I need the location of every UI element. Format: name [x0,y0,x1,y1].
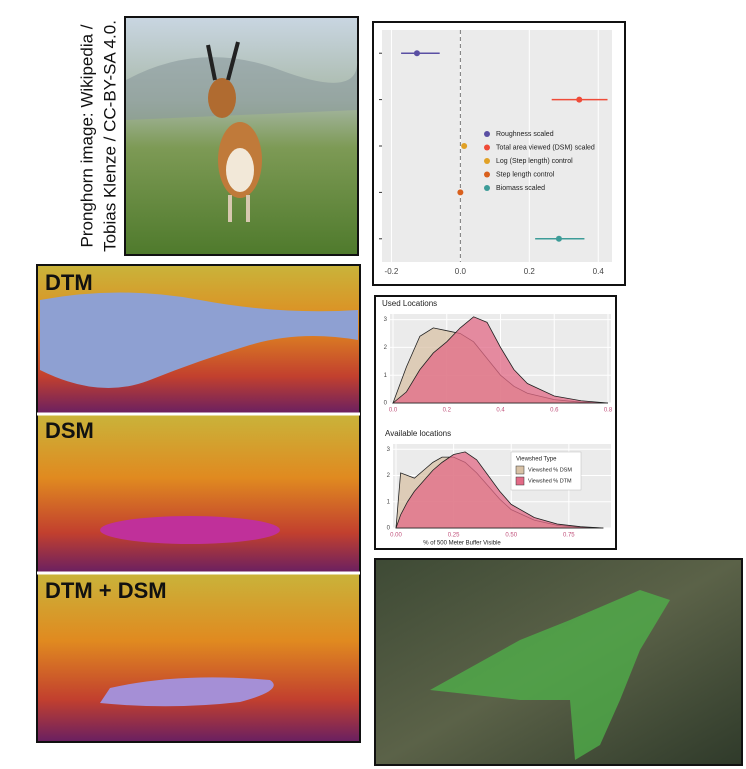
x-tick-label: 0.4 [593,267,605,276]
y-tick-label: 2 [387,473,391,479]
y-tick-label: 3 [387,447,391,453]
chart-title: Available locations [385,429,451,438]
legend-swatch [484,144,490,151]
y-tick-label: 3 [384,317,388,323]
x-tick-label: 0.6 [550,408,559,414]
legend-label: Log (Step length) control [496,158,573,165]
y-tick-label: 1 [384,373,388,379]
x-tick-label: 0.0 [455,267,467,276]
point [413,50,420,57]
panel-label: DSM [45,418,94,443]
x-tick-label: 0.2 [443,408,452,414]
x-axis-label: % of 500 Meter Buffer Visible [423,541,501,547]
y-tick-label: 0 [384,401,388,407]
legend-label: Roughness scaled [496,131,554,138]
point [576,96,583,103]
x-tick-label: 0.75 [563,533,575,539]
panel-label: DTM [45,270,93,295]
legend-title: Viewshed Type [516,457,557,463]
legend-swatch [484,131,490,137]
y-tick-label: 2 [384,345,388,351]
legend-swatch [484,171,490,178]
legend-swatch [515,465,525,475]
legend-label: Total area viewed (DSM) scaled [496,144,595,151]
legend-swatch [484,185,490,191]
x-tick-label: 0.00 [390,533,402,539]
y-tick-label: 1 [387,499,391,505]
x-tick-label: 0.8 [604,408,613,414]
legend-label: Viewshed % DTM [528,478,572,484]
chart-title: Used Locations [382,299,437,308]
photo [124,16,359,256]
legend-label: Biomass scaled [496,185,545,192]
y-tick-label: 0 [387,526,391,532]
panel-label: DTM + DSM [45,578,167,603]
legend-swatch [515,476,525,486]
terrain-panels [36,264,361,743]
point [555,235,562,242]
point [461,143,468,149]
legend-swatch [484,158,490,164]
plot-bg [382,30,612,262]
x-tick-label: 0.0 [389,408,398,414]
legend-label: Step length control [496,171,555,178]
credit-line: Pronghorn image: Wikipedia / [77,24,96,247]
map-image [374,558,743,766]
x-tick-label: 0.4 [496,408,505,414]
x-tick-label: 0.25 [448,533,460,539]
density-area [395,451,604,529]
x-tick-label: 0.2 [524,267,536,276]
density-area [391,316,609,404]
point [457,189,464,196]
x-tick-label: -0.2 [385,267,399,276]
credit-line: Tobias Klenze / CC-BY-SA 4.0. [100,20,119,252]
legend-label: Viewshed % DSM [528,467,572,473]
x-tick-label: 0.50 [505,533,517,539]
